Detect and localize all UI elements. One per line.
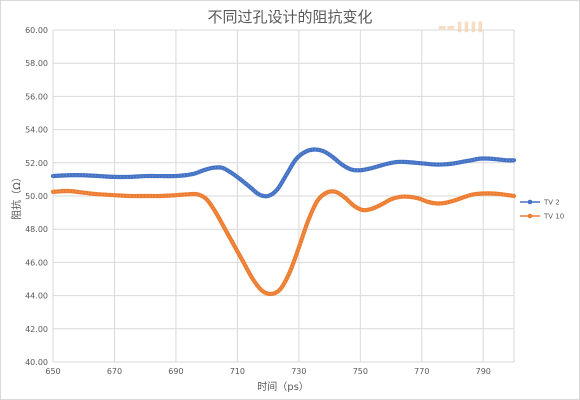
series-marker-texture-0 [52, 148, 515, 197]
y-tick-label: 60.00 [25, 26, 48, 35]
x-tick-label: 670 [107, 367, 122, 376]
x-tick-label: 730 [291, 367, 306, 376]
x-tick-label: 770 [414, 367, 429, 376]
legend-label-1: TV 10 [543, 213, 564, 221]
y-tick-label: 52.00 [25, 159, 48, 168]
y-gridlines [53, 29, 514, 363]
series-marker-texture-1 [52, 190, 515, 295]
y-tick-label: 44.00 [25, 292, 48, 301]
y-tick-labels: 40.00 42.00 44.00 46.00 48.00 50.00 52.00 54.00… [25, 26, 48, 367]
series-layer [50, 147, 517, 297]
legend-marker-1 [527, 213, 533, 219]
series-line-1 [50, 188, 517, 297]
y-tick-label: 58.00 [25, 59, 48, 68]
y-tick-label: 54.00 [25, 126, 48, 135]
y-tick-label: 40.00 [25, 358, 48, 367]
x-tick-label: 790 [476, 367, 491, 376]
y-tick-label: 56.00 [25, 92, 48, 101]
legend: TV 2 TV 10 [520, 199, 564, 221]
series-line-0 [50, 147, 517, 199]
x-tick-label: 690 [168, 367, 183, 376]
legend-marker-0 [527, 199, 533, 205]
y-tick-label: 48.00 [25, 225, 48, 234]
x-tick-label: 650 [45, 367, 60, 376]
x-tick-labels: 650 670 690 710 730 750 770 790 [45, 367, 491, 376]
x-axis-label: 时间（ps） [257, 380, 309, 393]
y-tick-label: 46.00 [25, 258, 48, 267]
y-axis-label: 阻抗（Ω） [10, 172, 23, 220]
y-tick-label: 42.00 [25, 325, 48, 334]
chart-title: 不同过孔设计的阻抗变化 [207, 8, 372, 26]
watermark: ▬▬ ▌▌▌▌ [438, 21, 486, 33]
x-tick-label: 750 [353, 367, 368, 376]
y-tick-label: 50.00 [25, 192, 48, 201]
legend-label-0: TV 2 [543, 199, 560, 207]
x-tick-label: 710 [230, 367, 245, 376]
